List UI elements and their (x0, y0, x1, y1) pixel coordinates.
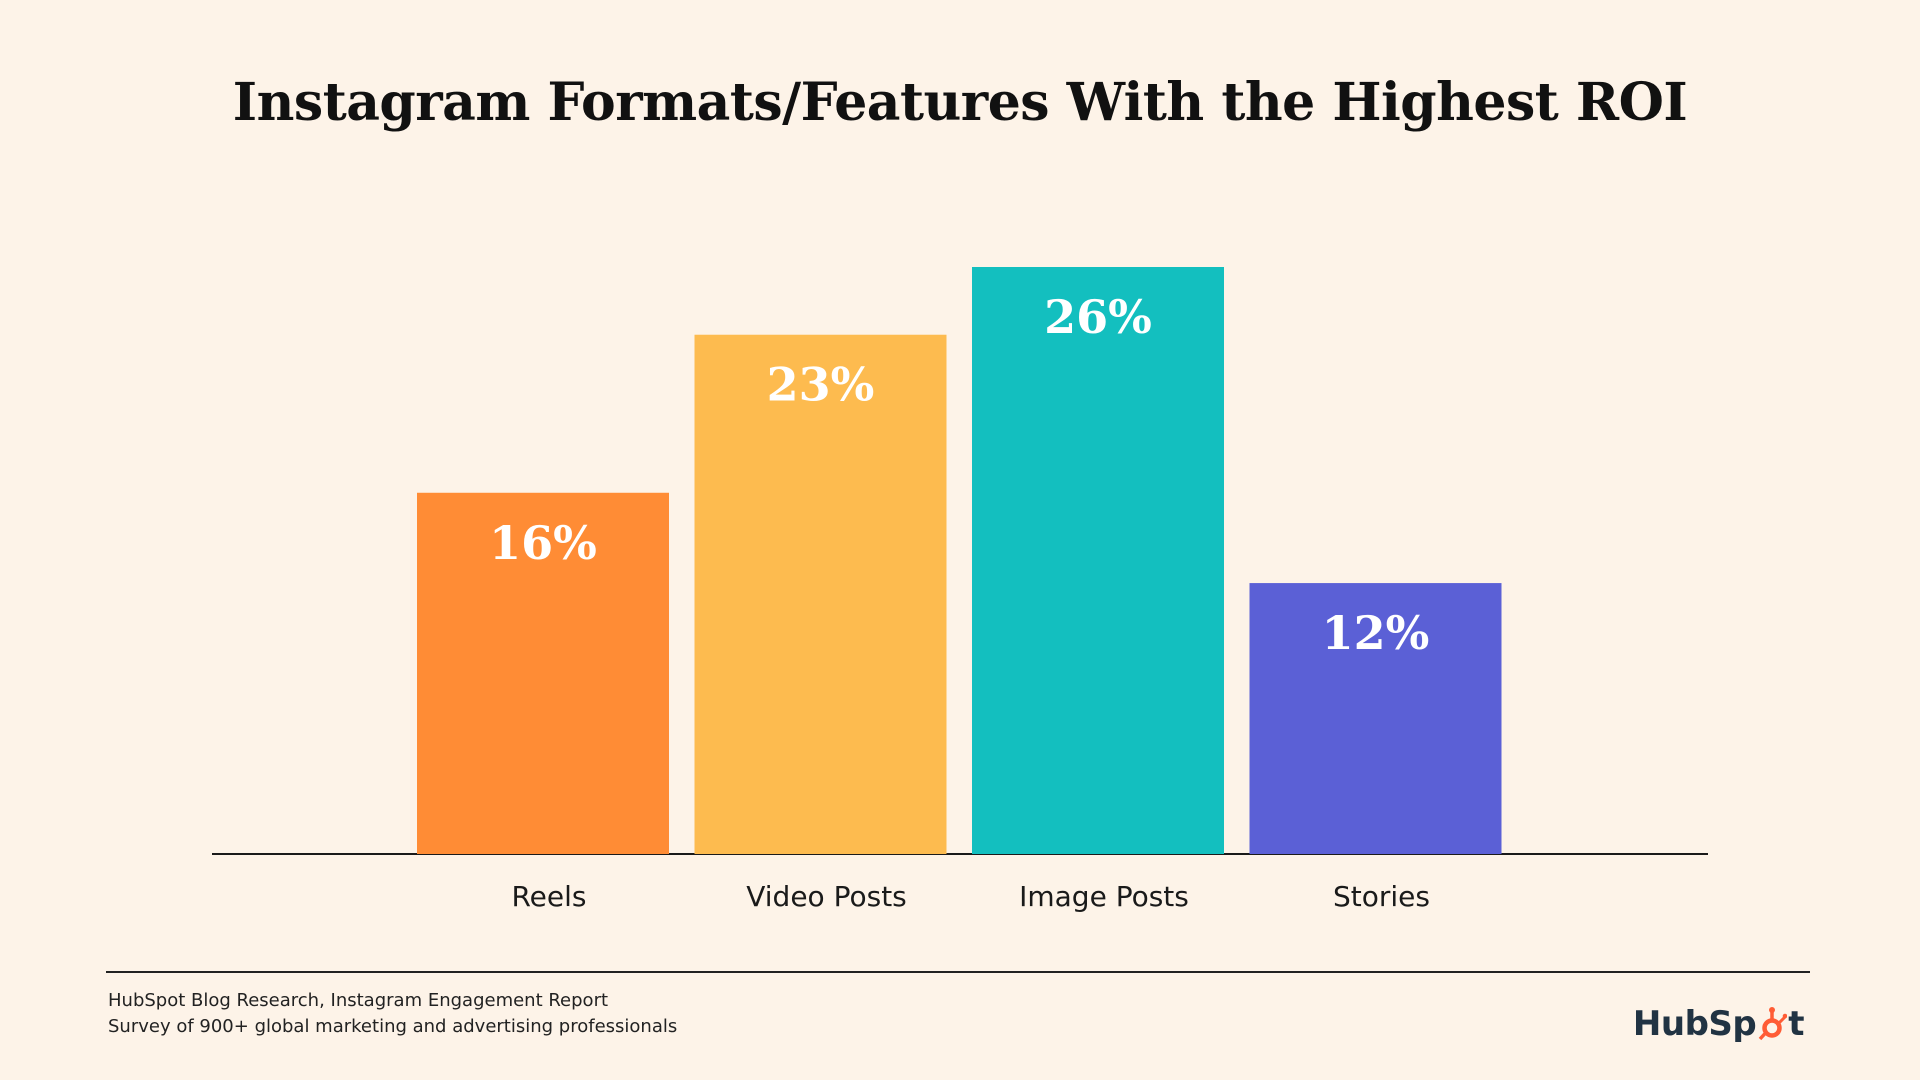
survey-note: Survey of 900+ global marketing and adve… (108, 1016, 678, 1037)
hubspot-sprocket-icon (1758, 1007, 1788, 1041)
value-label-stories: 12% (1322, 606, 1430, 660)
value-label-video-posts: 23% (767, 358, 875, 412)
tick-label-reels: Reels (511, 880, 586, 913)
value-label-image-posts: 26% (1044, 290, 1152, 344)
bar-image-posts (972, 267, 1224, 854)
source-text: HubSpot Blog Research, Instagram Engagem… (108, 990, 609, 1011)
hubspot-logo: HubSp t (1632, 1000, 1805, 1048)
bar-stories (1249, 583, 1502, 854)
bar-video-posts (694, 334, 947, 854)
chart-title: Instagram Formats/Features With the High… (232, 72, 1688, 133)
logo-text-suffix: t (1788, 1004, 1804, 1044)
bar-chart: 16% Reels 23% Video Posts 26% Image Posts 12% S… (212, 267, 1708, 913)
bars-layer: 16% Reels 23% Video Posts 26% Image Posts 12% S… (417, 267, 1502, 913)
footer-divider (106, 971, 1810, 973)
bar-reels (417, 492, 669, 854)
value-label-reels: 16% (489, 516, 597, 570)
tick-label-stories: Stories (1333, 880, 1430, 913)
logo-text-prefix: HubSp (1632, 1004, 1757, 1044)
tick-label-video-posts: Video Posts (746, 880, 907, 913)
tick-label-image-posts: Image Posts (1019, 880, 1189, 913)
